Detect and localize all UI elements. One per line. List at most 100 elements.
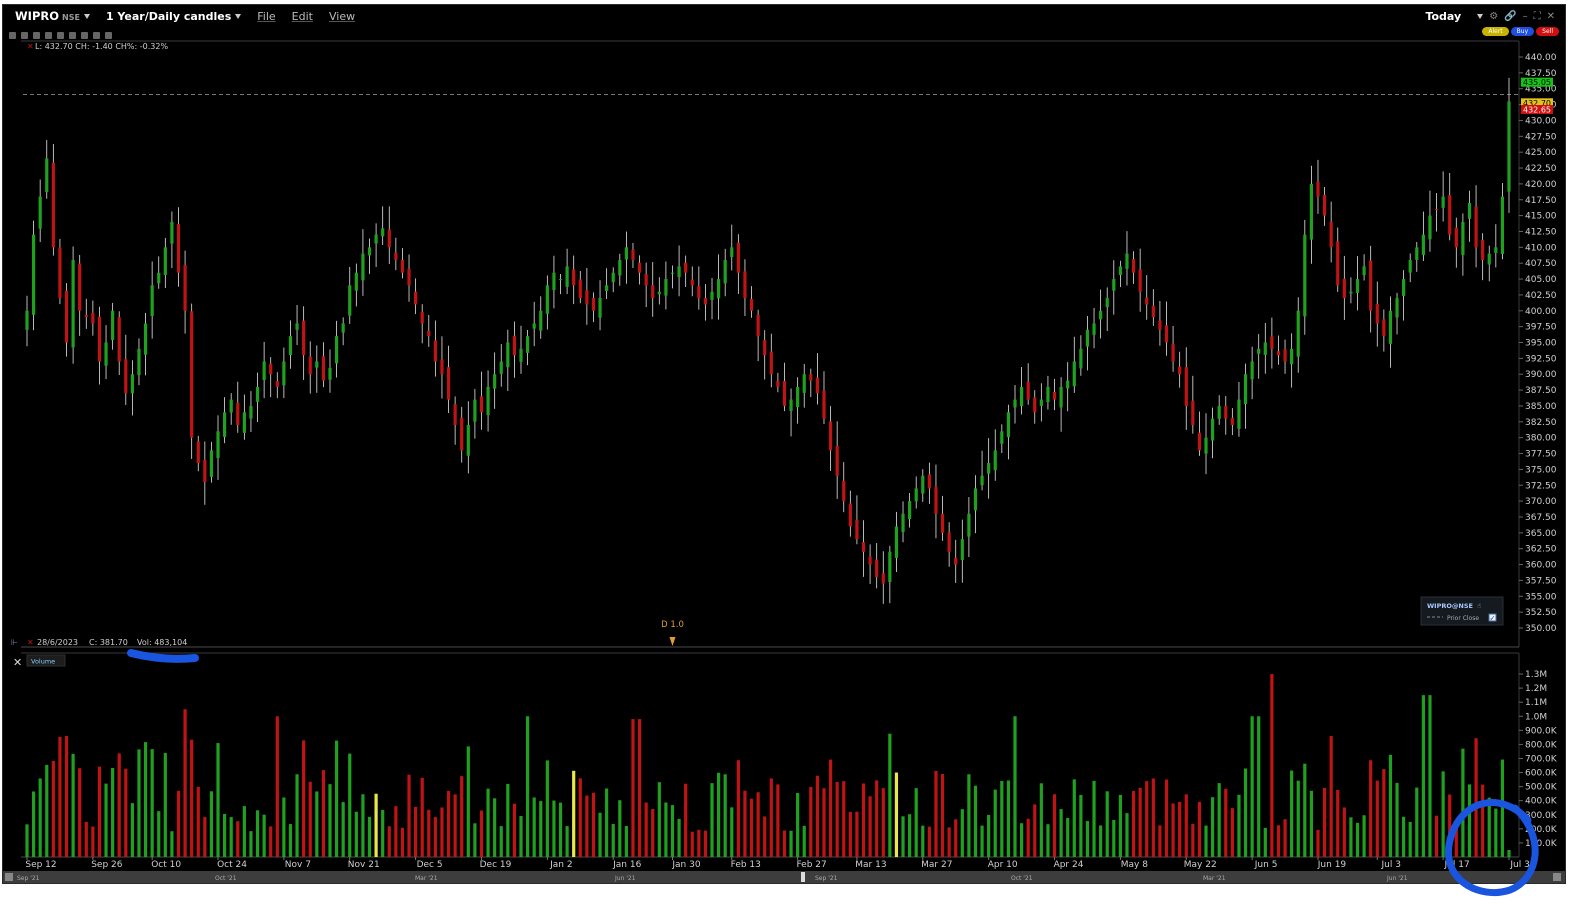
candle-body — [1204, 437, 1208, 454]
maximize-icon[interactable]: ⛶ — [1533, 10, 1541, 22]
cursor-tool-icon[interactable] — [9, 31, 16, 39]
menu-edit[interactable]: Edit — [291, 9, 313, 23]
candle-body — [381, 228, 385, 237]
trend-tool-icon[interactable] — [57, 31, 64, 39]
candle-body — [848, 503, 852, 527]
legend-checkbox[interactable] — [1488, 613, 1497, 622]
candle-body — [176, 224, 181, 273]
navigator-bar[interactable] — [3, 871, 1565, 883]
navigator-left-icon[interactable] — [5, 873, 13, 881]
chevron-down-icon — [235, 14, 242, 19]
candle-body — [512, 335, 517, 356]
legend-pin-icon[interactable]: ☝ — [1477, 602, 1481, 610]
price-tick-label: 390.00 — [1525, 370, 1557, 380]
volume-bar — [427, 809, 431, 857]
line-tool-icon[interactable] — [45, 31, 52, 39]
candle-body — [51, 162, 55, 248]
candle-body — [374, 234, 378, 244]
chevron-down-icon[interactable] — [1477, 13, 1484, 19]
volume-bar — [1105, 791, 1109, 857]
price-tick-label: 397.50 — [1525, 323, 1557, 333]
volume-bar — [664, 802, 668, 857]
volume-bar — [1362, 815, 1366, 857]
time-tick-label: May 22 — [1184, 860, 1217, 870]
minimize-icon[interactable]: – — [1522, 10, 1528, 22]
navigator-label: Jun '21 — [1386, 875, 1408, 882]
alert-button[interactable]: Alert — [1482, 27, 1509, 36]
time-tick-label: Nov 7 — [285, 860, 311, 870]
volume-bar — [433, 817, 437, 857]
candle-body — [150, 285, 154, 317]
remove-study-icon[interactable]: ✕ — [27, 42, 34, 51]
volume-tick-label: 200.0K — [1525, 825, 1558, 835]
volume-bar — [960, 809, 964, 857]
chevron-down-icon — [83, 14, 90, 19]
navigator-label: Oct '21 — [1011, 875, 1033, 882]
remove-crosshair-icon[interactable]: ✕ — [27, 638, 34, 647]
bar-type-icon[interactable] — [21, 31, 28, 39]
close-volume-panel-icon[interactable]: ✕ — [13, 656, 22, 669]
volume-bar — [512, 803, 517, 857]
navigator-handle[interactable] — [801, 872, 805, 882]
today-button[interactable]: Today — [1425, 9, 1462, 23]
close-icon[interactable]: ✕ — [1546, 10, 1555, 22]
price-tick-label: 425.00 — [1525, 148, 1557, 158]
symbol-selector[interactable]: WIPRO NSE — [15, 9, 90, 23]
exchange-label: NSE — [62, 13, 80, 22]
volume-bar — [565, 826, 569, 857]
sell-button[interactable]: Sell — [1536, 27, 1559, 36]
candle-body — [1013, 399, 1017, 408]
volume-tick-label: 800.0K — [1525, 740, 1558, 750]
volume-bar — [1303, 763, 1307, 857]
gear-icon[interactable]: ⚙ — [1489, 10, 1499, 22]
volume-bar — [1428, 695, 1432, 857]
fib-tool-icon[interactable] — [69, 31, 76, 39]
volume-bar — [1276, 825, 1281, 857]
candle-body — [1507, 101, 1511, 192]
volume-bar — [1013, 716, 1017, 857]
candle-body — [1276, 351, 1281, 356]
study-icon[interactable] — [33, 31, 40, 39]
price-tick-label: 375.00 — [1525, 465, 1557, 475]
menu-view[interactable]: View — [328, 9, 356, 23]
volume-bar — [1408, 821, 1412, 857]
menu-file[interactable]: File — [257, 9, 276, 23]
volume-bar — [1481, 784, 1485, 857]
candle-body — [868, 556, 872, 565]
volume-bar — [828, 759, 833, 857]
legend-box[interactable]: WIPRO@NSE ☝ Prior Close ✓ — [1420, 596, 1504, 626]
price-tick-label: 357.50 — [1525, 576, 1557, 586]
volume-bar — [420, 777, 424, 857]
volume-bar — [269, 826, 273, 857]
candle-body — [1211, 418, 1215, 441]
volume-bar — [58, 737, 62, 857]
time-tick-label: Feb 27 — [797, 860, 827, 870]
buy-button[interactable]: Buy — [1510, 27, 1535, 36]
symbol-label: WIPRO — [15, 9, 60, 23]
panel-menu-icon[interactable]: ⊩ — [11, 638, 18, 647]
candle-body — [967, 513, 971, 537]
crosshair-icon[interactable] — [93, 31, 100, 39]
candle-body — [1237, 399, 1241, 429]
volume-bar — [578, 778, 582, 857]
candle-body — [934, 486, 938, 514]
title-bar-right: Today ⚙ 🔗 – ⛶ ✕ — [1425, 5, 1555, 27]
pencil-icon[interactable] — [81, 31, 88, 39]
time-tick-label: Jun 5 — [1254, 860, 1278, 870]
candle-body — [1408, 260, 1412, 273]
volume-bar — [354, 811, 358, 857]
candle-body — [25, 310, 29, 330]
zoom-icon[interactable] — [105, 31, 112, 39]
time-tick-label: Jan 30 — [671, 860, 700, 870]
candle-body — [1105, 298, 1109, 308]
chart-canvas[interactable]: 350.00 352.50 355.00 357.50 360.00 362.50 365.… — [3, 5, 1565, 883]
period-selector[interactable]: 1 Year/Daily candles — [106, 10, 242, 23]
volume-bar — [1164, 779, 1169, 857]
candle-body — [427, 330, 431, 337]
link-icon[interactable]: 🔗 — [1504, 10, 1517, 22]
candle-body — [1421, 234, 1425, 255]
chart-window: WIPRO NSE 1 Year/Daily candles File Edit … — [2, 4, 1566, 884]
candle-body — [229, 399, 233, 413]
navigator-right-icon[interactable] — [1553, 873, 1561, 881]
volume-bar — [1461, 748, 1465, 857]
